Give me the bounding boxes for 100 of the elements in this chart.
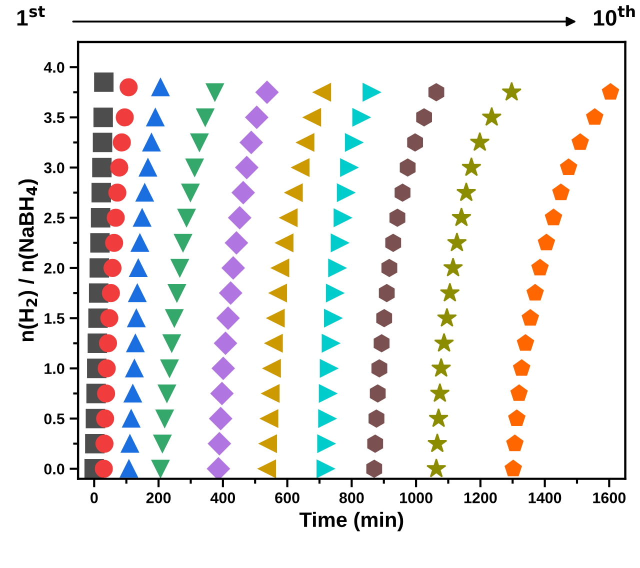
- point: [531, 258, 549, 276]
- point: [222, 256, 245, 280]
- point: [214, 332, 237, 355]
- point: [206, 83, 224, 102]
- point: [318, 410, 336, 428]
- point: [400, 158, 416, 177]
- point: [210, 382, 234, 405]
- point: [90, 208, 110, 228]
- point: [322, 334, 340, 352]
- point: [153, 434, 172, 453]
- point: [206, 457, 230, 479]
- point: [586, 108, 604, 125]
- point: [318, 384, 337, 402]
- y-tick-label: 2.5: [44, 212, 64, 224]
- point: [271, 258, 290, 277]
- point: [258, 460, 276, 478]
- point: [522, 309, 539, 326]
- point: [224, 231, 248, 254]
- point: [133, 208, 152, 227]
- point: [374, 334, 390, 352]
- point: [162, 334, 181, 352]
- point: [122, 410, 140, 428]
- point: [98, 359, 116, 378]
- point: [334, 208, 352, 227]
- point: [416, 108, 432, 126]
- point: [129, 258, 148, 277]
- point: [98, 334, 118, 352]
- point: [381, 258, 398, 277]
- text: 10$^{th}$: [594, 5, 635, 26]
- point: [552, 184, 570, 200]
- point: [506, 434, 524, 452]
- point: [344, 133, 363, 152]
- x-tick-label: 1600: [593, 492, 626, 504]
- point: [296, 133, 314, 152]
- point: [572, 133, 589, 150]
- x-tick-label: 400: [210, 492, 236, 504]
- point: [95, 434, 114, 453]
- point: [560, 158, 578, 175]
- point: [280, 208, 298, 227]
- point: [232, 181, 255, 204]
- point: [426, 458, 446, 478]
- point: [602, 83, 620, 100]
- point: [178, 208, 196, 227]
- point: [100, 309, 118, 328]
- y-tick-label: 0.0: [44, 464, 64, 474]
- point: [124, 384, 142, 402]
- point: [516, 334, 534, 351]
- x-tick-label: 1400: [528, 492, 562, 504]
- y-tick-label: 4.0: [44, 62, 64, 73]
- point: [371, 359, 388, 378]
- point: [126, 334, 144, 352]
- point: [443, 258, 464, 277]
- point: [156, 410, 174, 428]
- point: [394, 184, 410, 202]
- point: [482, 106, 502, 126]
- point: [446, 232, 467, 252]
- point: [407, 133, 423, 152]
- point: [330, 234, 349, 252]
- point: [336, 184, 355, 202]
- point: [324, 309, 342, 328]
- point: [181, 184, 200, 202]
- point: [378, 284, 395, 302]
- point: [130, 234, 149, 252]
- point: [190, 133, 208, 152]
- point: [228, 206, 252, 230]
- point: [174, 234, 192, 252]
- point: [256, 80, 279, 104]
- point: [508, 410, 526, 426]
- point: [538, 234, 556, 250]
- point: [264, 334, 283, 352]
- point: [151, 460, 170, 478]
- point: [235, 156, 258, 180]
- point: [96, 410, 114, 428]
- point: [317, 434, 336, 453]
- point: [120, 434, 139, 453]
- point: [94, 460, 113, 478]
- point: [258, 434, 278, 453]
- text: 1$^{st}$: [17, 6, 45, 26]
- point: [352, 108, 370, 126]
- point: [120, 78, 138, 96]
- y-tick-label: 3.0: [44, 162, 64, 174]
- point: [92, 158, 112, 178]
- point: [428, 408, 449, 428]
- point: [219, 282, 242, 305]
- y-tick-label: 0.5: [44, 413, 64, 424]
- point: [240, 130, 263, 154]
- x-tick-label: 1200: [464, 492, 497, 504]
- point: [316, 460, 335, 478]
- point: [428, 83, 444, 102]
- point: [510, 384, 528, 401]
- point: [110, 158, 128, 177]
- y-tick-label: 1.5: [44, 313, 64, 324]
- point: [513, 359, 530, 376]
- point: [106, 208, 125, 227]
- point: [103, 258, 122, 277]
- point: [116, 108, 134, 126]
- x-tick-label: 1000: [400, 492, 432, 504]
- point: [366, 460, 382, 478]
- point: [92, 182, 111, 202]
- point: [362, 83, 381, 102]
